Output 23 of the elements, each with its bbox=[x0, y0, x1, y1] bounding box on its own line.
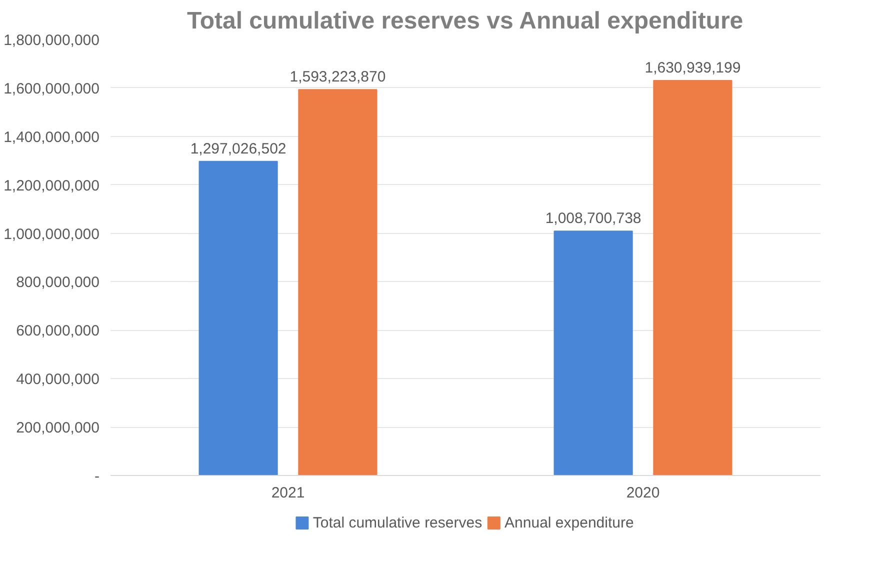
legend-label: Total cumulative reserves bbox=[312, 514, 482, 532]
legend-label: Annual expenditure bbox=[504, 514, 634, 532]
bar bbox=[298, 89, 378, 476]
data-label: 1,630,939,199 bbox=[644, 59, 741, 76]
y-tick-label: 600,000,000 bbox=[16, 322, 100, 340]
bar bbox=[198, 160, 278, 476]
data-label: 1,008,700,738 bbox=[545, 210, 642, 228]
chart-title: Total cumulative reserves vs Annual expenditure bbox=[186, 8, 744, 34]
y-tick-label: 400,000,000 bbox=[16, 371, 100, 388]
y-tick-label: 200,000,000 bbox=[16, 420, 100, 437]
y-tick-label: 1,200,000,000 bbox=[4, 177, 100, 194]
y-tick-label: - bbox=[94, 468, 100, 485]
y-tick-label: 1,400,000,000 bbox=[4, 128, 100, 146]
x-tick-label: 2021 bbox=[271, 484, 305, 502]
y-tick-label: 800,000,000 bbox=[16, 274, 100, 292]
bar bbox=[653, 80, 732, 476]
x-tick-label: 2020 bbox=[626, 484, 660, 502]
y-tick-label: 1,000,000,000 bbox=[4, 226, 100, 243]
y-tick-label: 1,800,000,000 bbox=[4, 32, 100, 49]
y-tick-label: 1,600,000,000 bbox=[4, 80, 100, 98]
data-label: 1,593,223,870 bbox=[290, 68, 386, 86]
bar bbox=[554, 230, 633, 476]
data-label: 1,297,026,502 bbox=[190, 140, 286, 158]
